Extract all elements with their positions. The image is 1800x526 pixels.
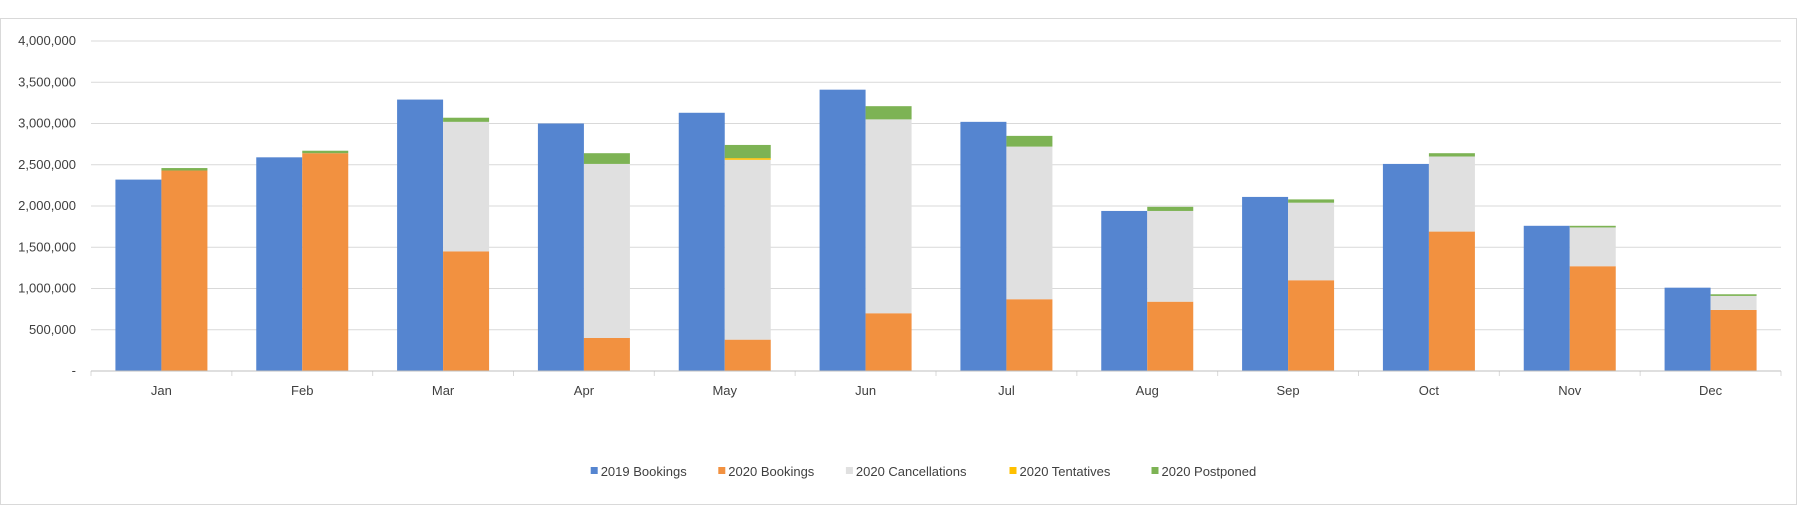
bar-2020-cancellations bbox=[865, 119, 912, 314]
bar-2020-bookings bbox=[1428, 231, 1475, 371]
y-tick-label: 1,500,000 bbox=[18, 239, 76, 254]
y-tick-label: 3,500,000 bbox=[18, 74, 76, 89]
bar-2020-postponed bbox=[1006, 135, 1053, 147]
bar-2020-cancellations bbox=[1710, 295, 1757, 310]
bar-2020-bookings bbox=[1288, 280, 1335, 371]
y-tick-label: 2,500,000 bbox=[18, 157, 76, 172]
bar-2020-cancellations bbox=[1288, 202, 1335, 281]
y-tick-label: 2,000,000 bbox=[18, 198, 76, 213]
bar-2020-postponed bbox=[161, 168, 208, 171]
x-tick-label: Jul bbox=[998, 383, 1015, 398]
bar-2020-cancellations bbox=[583, 163, 630, 338]
bar-2020-bookings bbox=[302, 153, 349, 371]
legend-label: 2020 Tentatives bbox=[1020, 464, 1111, 479]
x-tick-label: Apr bbox=[574, 383, 595, 398]
bar-2019-bookings bbox=[397, 99, 444, 371]
legend-swatch bbox=[590, 467, 598, 474]
bar-2019-bookings bbox=[678, 112, 725, 372]
bar-2019-bookings bbox=[819, 89, 866, 372]
x-tick-label: May bbox=[712, 383, 737, 398]
legend-swatch bbox=[718, 467, 726, 474]
bar-2020-bookings bbox=[1006, 299, 1053, 371]
x-tick-label: Mar bbox=[432, 383, 455, 398]
bar-2020-bookings bbox=[583, 338, 630, 371]
bar-2019-bookings bbox=[256, 157, 303, 371]
bar-2020-cancellations bbox=[1147, 210, 1194, 302]
bar-2019-bookings bbox=[1242, 196, 1289, 371]
bar-2020-bookings bbox=[724, 339, 771, 371]
legend-swatch bbox=[1151, 467, 1159, 474]
bar-2019-bookings bbox=[1664, 287, 1711, 371]
x-tick-label: Jan bbox=[151, 383, 172, 398]
bar-2020-postponed bbox=[302, 150, 349, 154]
legend-label: 2020 Postponed bbox=[1162, 464, 1257, 479]
y-tick-label: 1,000,000 bbox=[18, 281, 76, 296]
bar-2020-postponed bbox=[1710, 294, 1757, 296]
bar-2020-bookings bbox=[1710, 309, 1757, 371]
bar-2019-bookings bbox=[1523, 225, 1570, 371]
legend-label: 2019 Bookings bbox=[601, 464, 688, 479]
bookings-chart: - 500,000 1,000,000 1,500,000 2,000,000 2,500… bbox=[18, 33, 1782, 479]
y-tick-label: 3,000,000 bbox=[18, 116, 76, 131]
bar-2019-bookings bbox=[1382, 163, 1429, 371]
bar-2019-bookings bbox=[960, 121, 1007, 371]
y-tick-label: 4,000,000 bbox=[18, 33, 76, 48]
legend-label: 2020 Bookings bbox=[728, 464, 815, 479]
bar-2020-postponed bbox=[724, 144, 771, 159]
bar-2020-postponed bbox=[1288, 199, 1335, 203]
bar-2020-postponed bbox=[1569, 225, 1616, 228]
x-tick-label: Sep bbox=[1277, 383, 1300, 398]
bar-2020-bookings bbox=[443, 251, 490, 371]
x-tick-label: Feb bbox=[291, 383, 313, 398]
x-tick-label: Oct bbox=[1419, 383, 1440, 398]
bar-2020-postponed bbox=[1428, 153, 1475, 157]
x-tick-label: Dec bbox=[1699, 383, 1723, 398]
bar-2020-postponed bbox=[1147, 206, 1194, 211]
x-tick-label: Jun bbox=[855, 383, 876, 398]
bar-2020-tentatives bbox=[724, 158, 771, 160]
bar-2020-postponed bbox=[443, 117, 490, 122]
legend-swatch bbox=[845, 467, 853, 474]
bar-2020-cancellations bbox=[1428, 156, 1475, 232]
bar-2020-postponed bbox=[583, 153, 630, 164]
bar-2020-cancellations bbox=[724, 159, 771, 340]
legend-label: 2020 Cancellations bbox=[856, 464, 967, 479]
y-tick-label: - bbox=[72, 363, 76, 378]
bar-2020-bookings bbox=[161, 170, 208, 371]
bar-2020-cancellations bbox=[1006, 146, 1053, 300]
y-tick-label: 500,000 bbox=[29, 322, 76, 337]
chart-frame: - 500,000 1,000,000 1,500,000 2,000,000 2,500… bbox=[0, 18, 1797, 505]
bar-2019-bookings bbox=[537, 123, 584, 371]
bar-2020-bookings bbox=[1569, 266, 1616, 371]
bar-2020-bookings bbox=[865, 313, 912, 371]
bar-2020-cancellations bbox=[443, 121, 490, 252]
x-tick-label: Nov bbox=[1558, 383, 1582, 398]
bar-2020-bookings bbox=[1147, 301, 1194, 371]
bar-2019-bookings bbox=[1101, 210, 1148, 371]
x-tick-label: Aug bbox=[1136, 383, 1159, 398]
bar-2019-bookings bbox=[115, 179, 162, 371]
legend-swatch bbox=[1009, 467, 1017, 474]
bar-2020-cancellations bbox=[1569, 227, 1616, 267]
bar-2020-postponed bbox=[865, 106, 912, 120]
